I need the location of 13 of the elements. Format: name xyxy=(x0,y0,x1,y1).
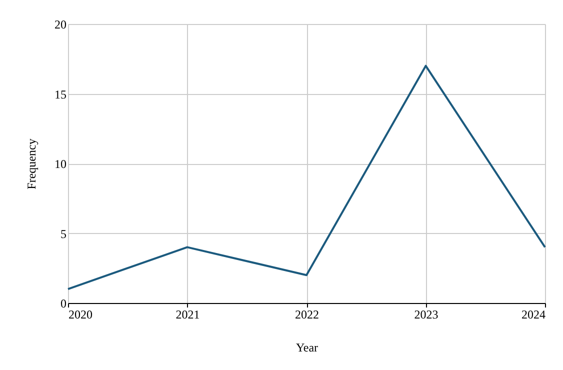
x-tick-label: 2023 xyxy=(414,308,438,322)
y-axis-title: Frequency xyxy=(24,138,38,190)
x-tick-label: 2024 xyxy=(522,308,546,322)
y-tick-label: 15 xyxy=(54,87,66,102)
y-tick-label: 20 xyxy=(54,18,66,32)
y-tick-label: 5 xyxy=(60,226,66,241)
x-tick-label: 2022 xyxy=(295,308,319,322)
y-tick-label: 0 xyxy=(60,296,66,310)
x-tick-label: 2020 xyxy=(68,308,92,322)
y-tick-label: 10 xyxy=(54,157,66,171)
line-series xyxy=(67,64,546,290)
x-tick-label: 2021 xyxy=(176,308,200,322)
x-axis-title: Year xyxy=(296,340,318,354)
